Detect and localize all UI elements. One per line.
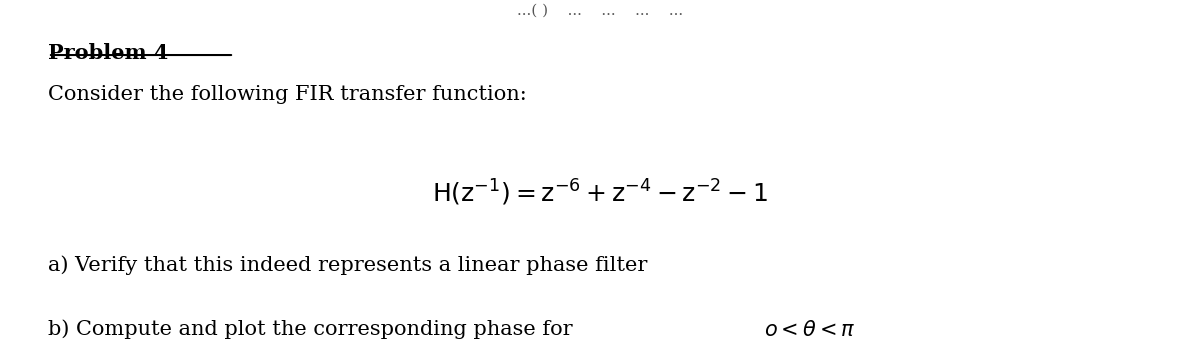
Text: Consider the following FIR transfer function:: Consider the following FIR transfer func… [48,85,527,104]
Text: b) Compute and plot the corresponding phase for: b) Compute and plot the corresponding ph… [48,320,580,339]
Text: ...( )    ...    ...    ...    ...: ...( ) ... ... ... ... [517,4,683,17]
Text: $o < \theta < \pi$: $o < \theta < \pi$ [764,320,856,339]
Text: $\mathrm{H(z^{-1}) = z^{-6} + z^{-4} -z^{-2} -1}$: $\mathrm{H(z^{-1}) = z^{-6} + z^{-4} -z^… [432,178,768,208]
Text: a) Verify that this indeed represents a linear phase filter: a) Verify that this indeed represents a … [48,256,647,275]
Text: Problem 4: Problem 4 [48,43,168,62]
